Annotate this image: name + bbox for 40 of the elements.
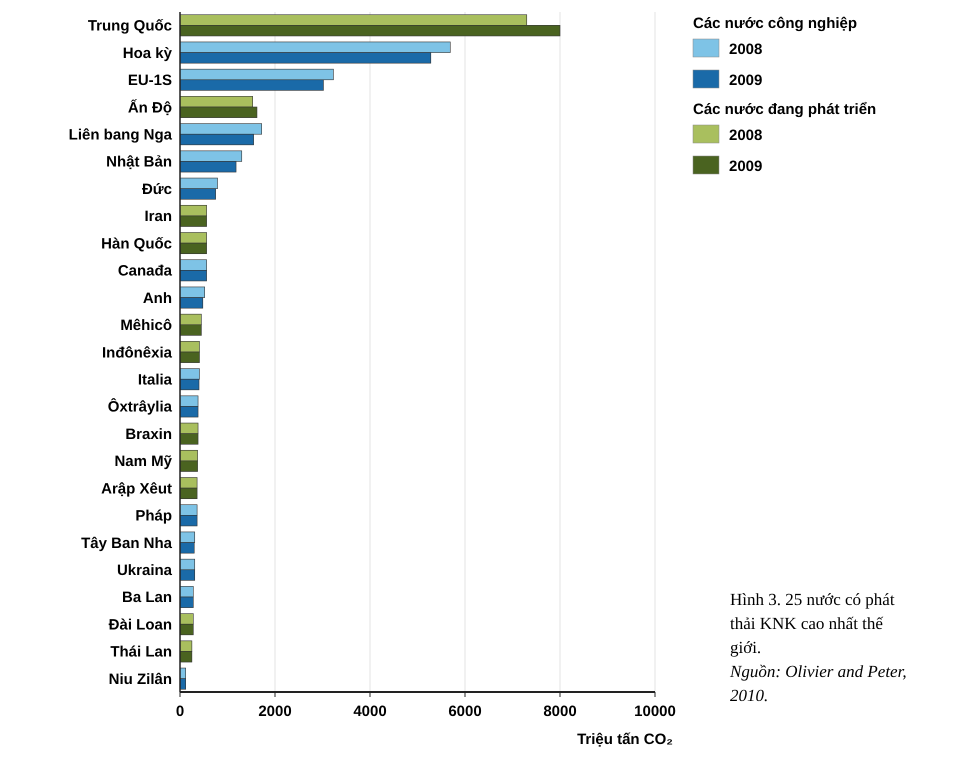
y-tick-label: Thái Lan xyxy=(110,644,172,661)
y-tick-label: Canađa xyxy=(118,262,173,280)
y-tick-label: EU-1S xyxy=(128,72,172,90)
y-tick-label: Arập Xêut xyxy=(101,480,172,498)
legend-label: 2008 xyxy=(729,41,762,58)
y-tick-label: Nam Mỹ xyxy=(114,453,173,470)
y-tick-label: Braxin xyxy=(125,426,172,443)
y-tick-label: Tây Ban Nha xyxy=(81,534,173,552)
y-tick-label: Đức xyxy=(142,180,172,198)
y-tick-label: Ấn Độ xyxy=(128,98,172,116)
y-tick-label: Hàn Quốc xyxy=(101,235,172,252)
legend-label: 2009 xyxy=(729,158,762,175)
y-tick-label: Iran xyxy=(144,208,172,226)
y-tick-label: Nhật Bản xyxy=(106,154,172,171)
y-tick-label: Pháp xyxy=(135,508,172,525)
x-tick-label: 4000 xyxy=(353,703,387,720)
y-tick-label: Niu Zilân xyxy=(108,670,172,688)
y-tick-label: Italia xyxy=(138,371,173,388)
x-tick-label: 2000 xyxy=(258,703,292,720)
y-tick-label: Mêhicô xyxy=(120,317,172,334)
x-tick-label: 10000 xyxy=(634,703,676,720)
x-axis-title: Triệu tấn CO₂ xyxy=(577,731,673,748)
text: Các nước đang phát triển xyxy=(693,101,876,118)
y-tick-label: Trung Quốc xyxy=(88,18,172,35)
legend-label: 2009 xyxy=(729,72,762,89)
text: Nguồn: Olivier and Peter, 2010. xyxy=(729,662,907,705)
y-tick-label: Ukraina xyxy=(116,562,173,580)
text: Hình 3. 25 nước có phát thải KNK cao nhất thế giới. xyxy=(730,590,895,657)
y-tick-label: Ba Lan xyxy=(122,589,172,606)
x-tick-label: 0 xyxy=(176,703,184,720)
y-tick-label: Anh xyxy=(142,290,172,307)
text: Các nước công nghiệp xyxy=(693,15,858,32)
y-tick-label: Inđônêxia xyxy=(102,344,173,362)
y-tick-label: Liên bang Nga xyxy=(68,126,173,144)
y-tick-label: Ôxtrâylia xyxy=(108,398,173,416)
y-tick-label: Hoa kỳ xyxy=(122,44,173,62)
x-tick-label: 6000 xyxy=(448,703,482,720)
x-tick-label: 8000 xyxy=(543,703,577,720)
y-tick-label: Đài Loan xyxy=(108,616,172,634)
legend-label: 2008 xyxy=(729,127,762,144)
